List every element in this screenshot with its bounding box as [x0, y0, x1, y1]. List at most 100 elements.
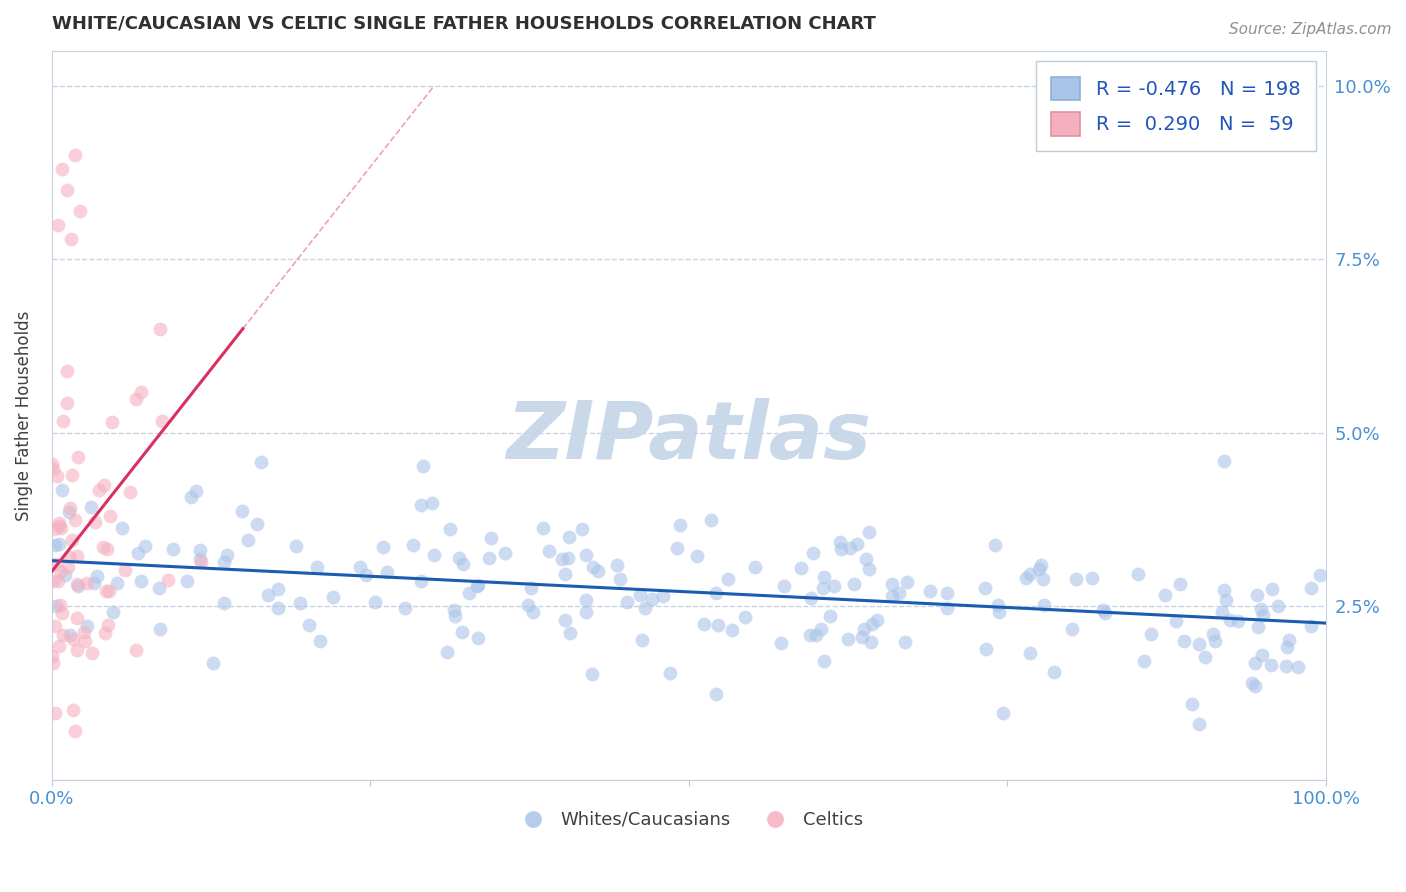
Point — [73, 625, 96, 640]
Point — [858, 525, 880, 540]
Point — [531, 521, 554, 535]
Point — [402, 538, 425, 552]
Point — [59, 501, 82, 516]
Point — [56, 183, 79, 197]
Point — [129, 385, 152, 400]
Point — [48, 537, 70, 551]
Point — [918, 584, 941, 599]
Point — [375, 565, 398, 579]
Point — [790, 560, 813, 574]
Point — [652, 589, 675, 603]
Point — [267, 582, 290, 596]
Point — [522, 605, 544, 619]
Point — [62, 703, 84, 717]
Point — [1212, 583, 1234, 598]
Point — [880, 577, 903, 591]
Point — [51, 483, 73, 498]
Point — [804, 628, 827, 642]
Point — [1204, 634, 1226, 648]
Point — [58, 549, 80, 564]
Point — [830, 541, 852, 556]
Point — [860, 616, 883, 631]
Point — [238, 533, 260, 547]
Point — [1247, 620, 1270, 634]
Point — [974, 641, 997, 656]
Point — [98, 508, 121, 523]
Point — [48, 518, 70, 533]
Point — [1251, 607, 1274, 622]
Point — [46, 574, 69, 588]
Point — [666, 541, 689, 555]
Point — [634, 601, 657, 615]
Point — [148, 581, 170, 595]
Point — [1251, 648, 1274, 662]
Legend: Whites/Caucasians, Celtics: Whites/Caucasians, Celtics — [508, 804, 870, 836]
Point — [65, 724, 87, 739]
Point — [45, 468, 67, 483]
Point — [80, 647, 103, 661]
Point — [628, 589, 651, 603]
Point — [1275, 640, 1298, 654]
Point — [704, 687, 727, 701]
Point — [837, 632, 859, 646]
Point — [83, 576, 105, 591]
Point — [411, 498, 433, 512]
Point — [354, 567, 377, 582]
Point — [371, 541, 394, 555]
Point — [538, 544, 561, 558]
Point — [936, 601, 959, 615]
Point — [420, 496, 443, 510]
Point — [1260, 657, 1282, 672]
Point — [1240, 676, 1263, 690]
Point — [285, 539, 308, 553]
Point — [686, 549, 709, 564]
Point — [53, 568, 76, 582]
Point — [1246, 588, 1268, 602]
Point — [991, 706, 1014, 720]
Point — [478, 550, 501, 565]
Point — [439, 522, 461, 536]
Point — [86, 569, 108, 583]
Point — [1309, 568, 1331, 582]
Point — [67, 450, 90, 465]
Point — [974, 581, 997, 595]
Point — [188, 552, 211, 566]
Point — [111, 521, 134, 535]
Point — [554, 613, 576, 627]
Point — [574, 605, 596, 619]
Point — [44, 619, 66, 633]
Point — [467, 578, 489, 592]
Point — [447, 550, 470, 565]
Point — [443, 603, 465, 617]
Text: ZIPatlas: ZIPatlas — [506, 398, 872, 476]
Point — [859, 635, 882, 649]
Point — [1244, 679, 1267, 693]
Point — [66, 643, 89, 657]
Point — [73, 634, 96, 648]
Point — [80, 500, 103, 514]
Point — [364, 595, 387, 609]
Point — [52, 414, 75, 428]
Point — [1168, 577, 1191, 591]
Point — [1173, 633, 1195, 648]
Point — [659, 665, 682, 680]
Point — [770, 636, 793, 650]
Point — [799, 627, 821, 641]
Point — [1043, 665, 1066, 679]
Point — [1188, 637, 1211, 651]
Point — [298, 618, 321, 632]
Point — [1094, 606, 1116, 620]
Point — [257, 588, 280, 602]
Point — [1139, 627, 1161, 641]
Point — [1032, 598, 1054, 612]
Y-axis label: Single Father Households: Single Father Households — [15, 310, 32, 521]
Point — [93, 478, 115, 492]
Point — [49, 521, 72, 535]
Point — [162, 541, 184, 556]
Point — [1018, 566, 1040, 581]
Point — [1275, 659, 1298, 673]
Text: WHITE/CAUCASIAN VS CELTIC SINGLE FATHER HOUSEHOLDS CORRELATION CHART: WHITE/CAUCASIAN VS CELTIC SINGLE FATHER … — [52, 15, 876, 33]
Point — [214, 555, 236, 569]
Point — [631, 633, 654, 648]
Point — [309, 634, 332, 648]
